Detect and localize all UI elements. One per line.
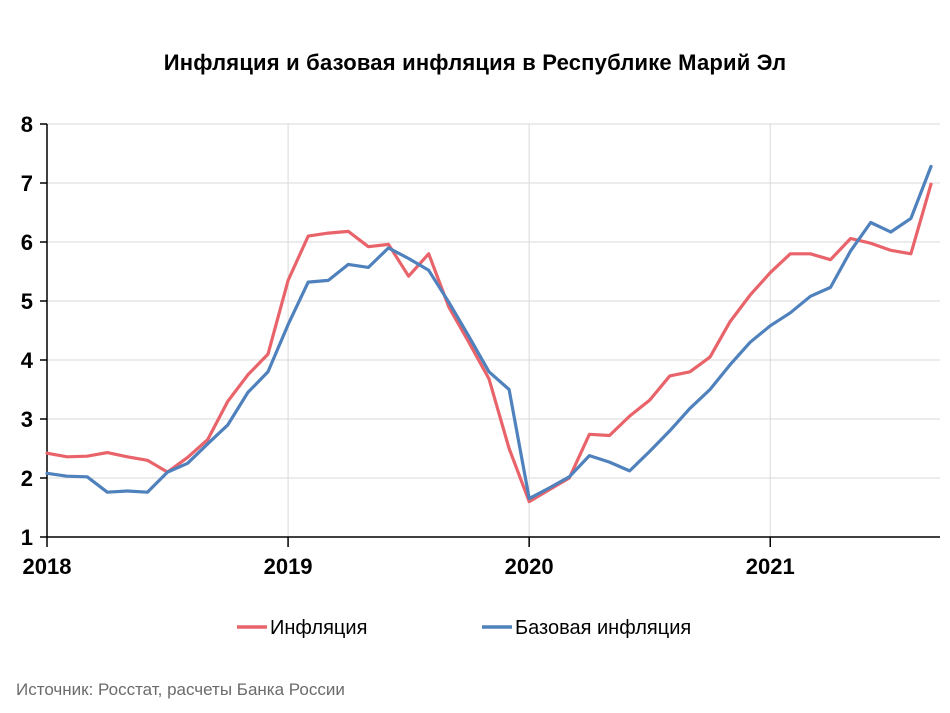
tick-labels: 1 2 3 4 5 6 7 8 2018 2019 2020 2021 [21,112,795,579]
y-tick-label: 4 [21,348,34,373]
x-tick-label: 2018 [23,554,72,579]
source-note: Источник: Росстат, расчеты Банка России [16,680,345,699]
y-tick-label: 5 [21,289,33,314]
legend-label: Инфляция [270,617,367,639]
series-line [45,164,933,501]
x-tick-label: 2019 [264,554,313,579]
series-line [45,182,933,504]
y-tick-label: 7 [21,171,33,196]
legend: Инфляция Базовая инфляция [237,617,691,639]
grid-lines [47,123,940,537]
series-lines [45,164,933,504]
chart-title: Инфляция и базовая инфляция в Республике… [163,50,787,75]
legend-label: Базовая инфляция [515,617,691,639]
x-tick-label: 2020 [505,554,554,579]
y-tick-label: 8 [21,112,33,137]
y-tick-label: 6 [21,230,33,255]
x-tick-label: 2021 [746,554,795,579]
axes [40,123,940,547]
y-tick-label: 1 [21,525,33,550]
y-tick-label: 2 [21,466,33,491]
y-tick-label: 3 [21,407,33,432]
